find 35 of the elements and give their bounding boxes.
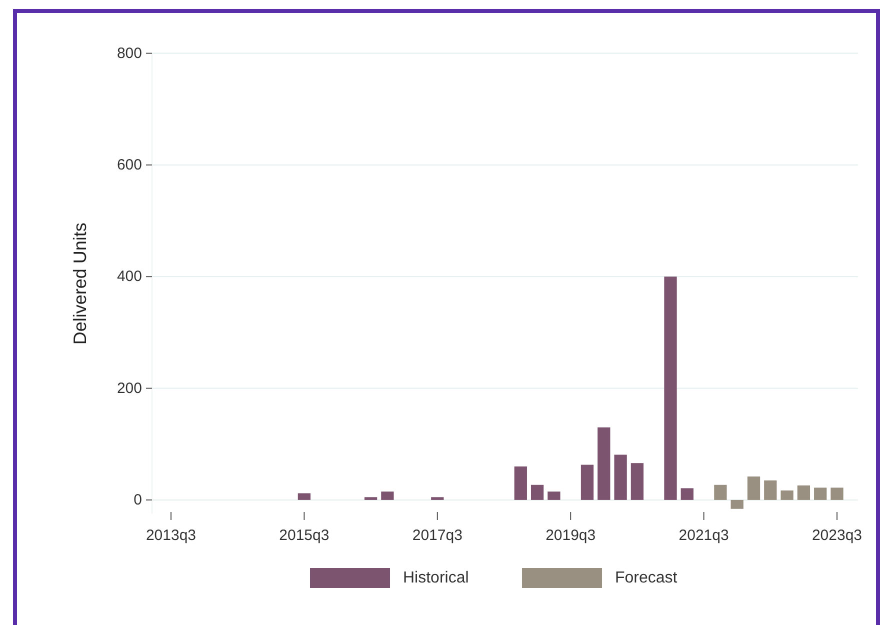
legend-label: Forecast [615, 570, 678, 586]
y-tick-label: 600 [116, 156, 142, 174]
bar [598, 427, 610, 500]
legend-label: Historical [403, 570, 469, 586]
bar [730, 500, 744, 509]
bar [431, 497, 444, 500]
bar [364, 497, 378, 500]
bar [514, 466, 527, 500]
bar [764, 480, 777, 500]
x-tick-label: 2019q3 [546, 527, 596, 544]
bar [814, 488, 827, 500]
x-tick-label: 2013q3 [146, 527, 196, 544]
y-axis-title: Delivered Units [70, 222, 90, 345]
x-tick-label: 2015q3 [279, 527, 330, 544]
y-tick-label: 400 [116, 268, 142, 286]
bar [530, 484, 544, 500]
bar [580, 464, 594, 500]
x-tick-label: 2023q3 [812, 527, 862, 544]
bar [548, 492, 560, 500]
bar [830, 488, 844, 500]
bar [298, 493, 311, 500]
y-tick-label: 200 [116, 380, 142, 397]
bar [747, 476, 760, 500]
x-tick-label: 2017q3 [412, 527, 462, 544]
y-tick-label: 800 [116, 44, 142, 62]
bar [714, 484, 727, 500]
bar [664, 276, 677, 500]
bar [680, 488, 694, 500]
x-tick-label: 2021q3 [678, 527, 729, 544]
bar [630, 463, 644, 500]
bar [780, 490, 794, 500]
bar [381, 492, 394, 500]
y-tick-label: 0 [134, 491, 142, 508]
bar [614, 454, 627, 500]
bar [797, 485, 810, 500]
